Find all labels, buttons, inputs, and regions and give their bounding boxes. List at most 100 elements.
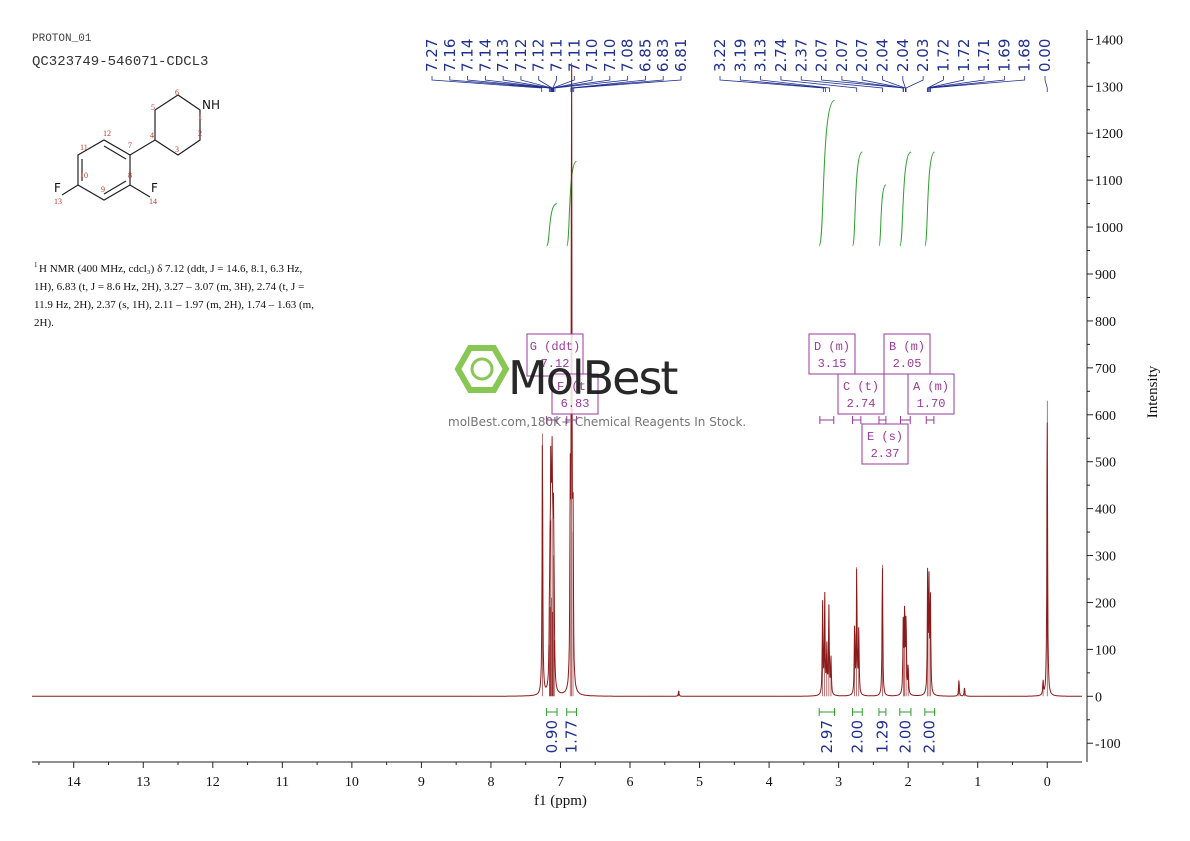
peak-label-leader (484, 76, 552, 92)
nmr-description-line: H NMR (400 MHz, cdcl₃) δ 7.12 (ddt, J = … (39, 263, 303, 275)
integral-value: 2.00 (848, 720, 866, 753)
nmr-description: 1 H NMR (400 MHz, cdcl₃) δ 7.12 (ddt, J … (34, 261, 314, 329)
peak-label: 7.10 (583, 39, 601, 72)
y-tick-label: 600 (1095, 409, 1116, 424)
peak-label-leader (552, 76, 575, 92)
integral-labels: 0.90 1.77 2.97 2.00 1.29 2.00 2.00 (543, 708, 939, 753)
y-tick-label: 1300 (1095, 80, 1123, 95)
nmr-description-line: 2H). (34, 317, 54, 329)
peak-label-leader (467, 76, 552, 92)
peak-label: 2.04 (894, 39, 912, 72)
multiplet-label: C (t) (843, 380, 879, 394)
peak-label: 2.07 (813, 39, 831, 72)
peak-label: 1.69 (995, 39, 1013, 72)
axes: 14 13 12 11 10 9 8 7 6 5 4 3 2 1 0f1 (ppm)-10001002003… (32, 30, 1161, 809)
x-tick-label: 6 (627, 775, 634, 790)
nmr-description-line: 1H), 6.83 (t, J = 8.6 Hz, 2H), 3.27 – 3.… (34, 281, 304, 293)
x-tick-label: 10 (345, 775, 359, 790)
multiplet-box (837, 373, 885, 415)
watermark-tagline: molBest.com,180K+ Chemical Reagents In S… (448, 415, 746, 429)
peak-label: 1.72 (955, 39, 973, 72)
peak-label: 7.14 (459, 39, 477, 72)
atom-number: 1 (198, 113, 202, 122)
watermark-brand: MolBest (508, 351, 677, 405)
integral-value: 2.00 (896, 720, 914, 753)
multiplet-box (551, 373, 599, 415)
y-tick-label: 700 (1095, 362, 1116, 377)
y-tick-label: 400 (1095, 503, 1116, 518)
y-tick-label: 1400 (1095, 33, 1123, 48)
atom-number: 13 (54, 197, 62, 206)
spectrum-line (32, 65, 1082, 697)
y-tick-label: 500 (1095, 456, 1116, 471)
peak-label: 7.14 (476, 39, 494, 72)
atom-number: 8 (128, 171, 132, 180)
y-tick-label: 1000 (1095, 221, 1123, 236)
peak-label: 6.85 (636, 39, 654, 72)
x-tick-label: 1 (974, 775, 981, 790)
peak-label: 6.81 (672, 39, 690, 72)
y-tick-label: 300 (1095, 550, 1116, 565)
atom-number: 5 (151, 103, 155, 112)
peak-label-leader (553, 76, 611, 92)
peak-label-leader (573, 76, 682, 92)
nmr-description-sup: 1 (34, 261, 38, 269)
x-tick-label: 9 (418, 775, 425, 790)
multiplet-shift: 2.37 (871, 447, 900, 461)
peak-label: 7.27 (423, 39, 441, 72)
peak-label-leader (780, 76, 858, 92)
peak-label-leader (554, 76, 629, 92)
peak-label: 1.71 (975, 39, 993, 72)
y-tick-label: 1100 (1095, 174, 1122, 189)
peak-label: 1.68 (1016, 39, 1034, 72)
atom-number: 4 (150, 131, 154, 140)
peak-label: 2.04 (874, 39, 892, 72)
peak-label: 7.10 (601, 39, 619, 72)
y-axis-title: Intensity (1145, 365, 1161, 418)
peak-label-leader (431, 76, 543, 92)
peak-label-leader (739, 76, 826, 92)
peak-label-leader (927, 76, 985, 92)
x-tick-label: 2 (905, 775, 912, 790)
integral-value: 2.00 (921, 720, 939, 753)
multiplet-shift: 1.70 (917, 397, 946, 411)
y-tick-label: 1200 (1095, 127, 1123, 142)
nmr-description-line: 11.9 Hz, 2H), 2.37 (s, 1H), 2.11 – 1.97 … (34, 299, 314, 311)
multiplet-box (808, 333, 856, 375)
multiplet-label: G (ddt) (530, 340, 580, 354)
peak-label-leader (861, 76, 904, 92)
integral-value: 0.90 (543, 720, 561, 753)
multiplet-box (526, 333, 584, 377)
peak-label: 2.07 (853, 39, 871, 72)
peak-label-leader (930, 76, 1026, 92)
x-tick-label: 14 (67, 775, 81, 790)
integral-curve (899, 151, 912, 247)
multiplet-shift: 2.74 (847, 397, 876, 411)
multiplet-box (907, 373, 955, 415)
peak-label-leader (800, 76, 883, 92)
x-tick-label: 4 (766, 775, 773, 790)
multiplet-label: A (m) (913, 380, 949, 394)
x-tick-label: 5 (696, 775, 703, 790)
peak-label-leader (538, 76, 553, 92)
structure-labels: NH F F 1 2 3 4 5 6 7 8 9 10 11 12 13 14 (54, 88, 220, 206)
integral-value: 2.97 (818, 720, 836, 753)
fluorine-label-right: F (151, 181, 158, 195)
watermark: MolBest molBest.com,180K+ Chemical Reage… (448, 345, 746, 429)
peak-label: 7.12 (512, 39, 530, 72)
peak-label-leader (502, 76, 552, 92)
peak-label-leader (882, 76, 906, 92)
x-tick-label: 12 (206, 775, 220, 790)
peak-label: 2.07 (833, 39, 851, 72)
peak-label: 3.13 (752, 39, 770, 72)
sample-name: QC323749-546071-CDCL3 (32, 54, 208, 70)
x-axis-title: f1 (ppm) (534, 793, 587, 809)
multiplet-annotations: G (ddt) 7.12 F (t) 6.83 D (m) 3.15 C (t) 2.74 E … (526, 333, 955, 465)
integral-curves (546, 99, 936, 247)
peak-label: 1.72 (934, 39, 952, 72)
atom-number: 12 (103, 129, 111, 138)
peak-label-leader (760, 76, 830, 92)
atom-number: 3 (175, 145, 179, 154)
multiplet-label: E (s) (867, 430, 903, 444)
